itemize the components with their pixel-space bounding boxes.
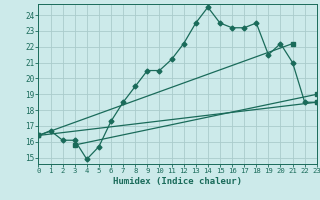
X-axis label: Humidex (Indice chaleur): Humidex (Indice chaleur): [113, 177, 242, 186]
